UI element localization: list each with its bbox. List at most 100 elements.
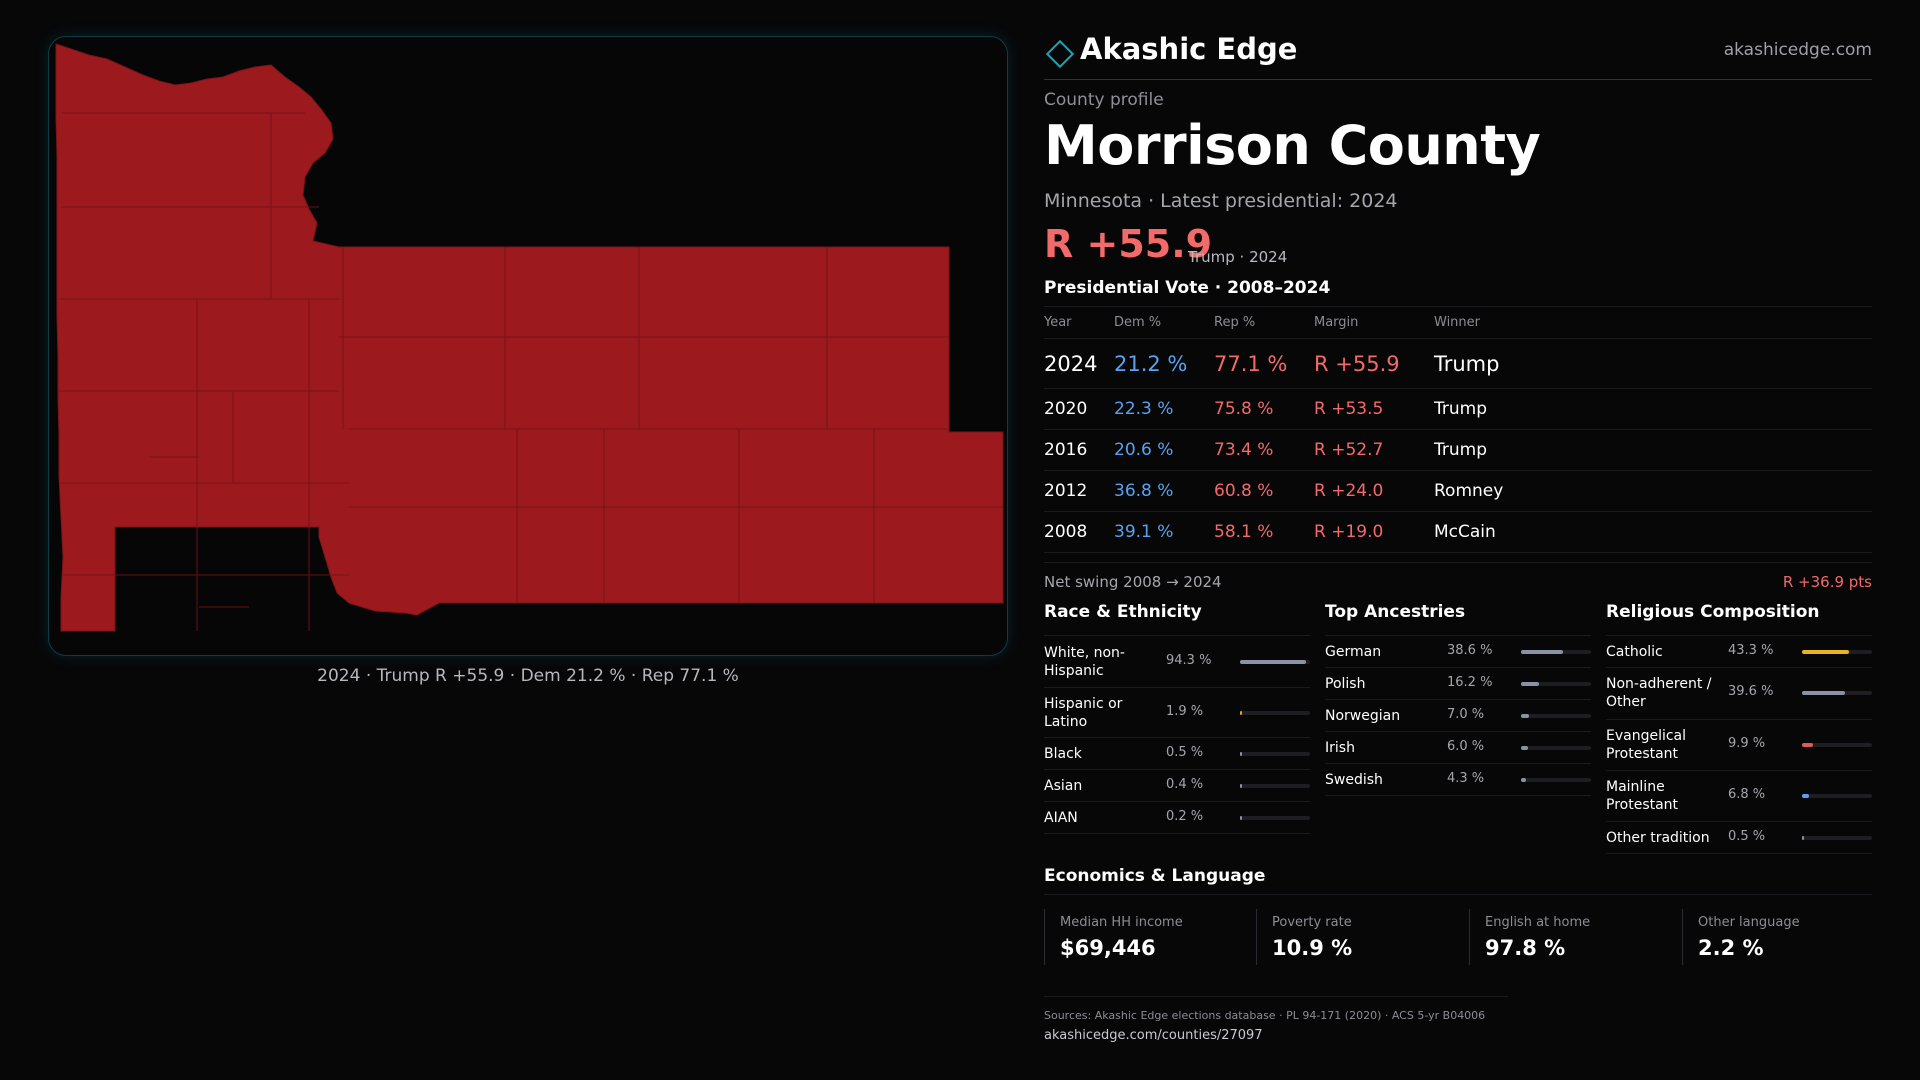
stat-value: 97.8 % [1485,936,1566,960]
table-row: 2020 22.3 % 75.8 % R +53.5 Trump [1044,388,1872,430]
religion-bar [1802,691,1845,695]
table-row: 2008 39.1 % 58.1 % R +19.0 McCain [1044,511,1872,553]
cell-year: 2020 [1044,388,1114,430]
brand-name[interactable]: Akashic Edge [1080,32,1298,66]
stat-card: Other language 2.2 % [1682,909,1878,965]
cell-year: 2012 [1044,470,1114,512]
race-section: Race & Ethnicity White, non-Hispanic 94.… [1044,602,1310,834]
race-label: White, non-Hispanic [1044,645,1125,679]
list-item: Hispanic or Latino 1.9 % [1044,688,1310,738]
ancestry-value: 7.0 % [1447,707,1485,722]
ancestry-bar-track [1521,682,1591,686]
cell-winner: Trump [1434,338,1872,389]
religion-title: Religious Composition [1606,602,1872,636]
township-lines [59,112,1003,631]
stat-card: English at home 97.8 % [1469,909,1665,965]
col-margin: Margin [1314,306,1434,339]
stat-label: Other language [1698,915,1800,930]
sources: Sources: Akashic Edge elections database… [1044,996,1508,1043]
list-item: Norwegian 7.0 % [1325,700,1591,732]
religion-bar [1802,743,1813,747]
race-label: Hispanic or Latino [1044,696,1123,730]
ancestry-value: 4.3 % [1447,771,1485,786]
cell-winner: Romney [1434,470,1872,512]
cell-winner: McCain [1434,511,1872,553]
list-item: Catholic 43.3 % [1606,636,1872,668]
cell-margin: R +52.7 [1314,429,1434,471]
headline-margin-note: Trump · 2024 [1188,248,1288,266]
col-winner: Winner [1434,306,1872,339]
cell-margin: R +55.9 [1314,338,1434,389]
ancestry-bar-track [1521,746,1591,750]
ancestry-label: Norwegian [1325,708,1401,724]
stat-card: Poverty rate 10.9 % [1256,909,1452,965]
stat-value: 10.9 % [1272,936,1353,960]
vote-section-title: Presidential Vote · 2008–2024 [1044,278,1331,298]
net-swing-value: R +36.9 pts [1782,573,1872,591]
race-bar [1240,660,1306,664]
race-value: 0.4 % [1166,777,1204,792]
race-value: 0.2 % [1166,809,1204,824]
list-item: AIAN 0.2 % [1044,802,1310,834]
religion-bar-track [1802,650,1872,654]
cell-dem: 22.3 % [1114,388,1214,430]
religion-value: 39.6 % [1728,684,1774,699]
race-label: Asian [1044,778,1083,794]
race-title: Race & Ethnicity [1044,602,1310,636]
col-dem: Dem % [1114,306,1214,339]
stat-label: Poverty rate [1272,915,1352,930]
cell-year: 2008 [1044,511,1114,553]
race-bar [1240,752,1242,756]
race-bar-track [1240,711,1310,715]
religion-bar [1802,836,1804,840]
list-item: Irish 6.0 % [1325,732,1591,764]
economics-section: Median HH income $69,446 Poverty rate 10… [1044,894,1872,994]
stat-value: $69,446 [1060,936,1156,960]
county-subtitle: Minnesota · Latest presidential: 2024 [1044,190,1398,212]
cell-year: 2016 [1044,429,1114,471]
vote-table: Year Dem % Rep % Margin Winner 2024 21.2… [1044,306,1872,553]
stat-label: English at home [1485,915,1591,930]
county-map-svg [55,43,1004,632]
religion-value: 0.5 % [1728,829,1766,844]
table-row: 2024 21.2 % 77.1 % R +55.9 Trump [1044,338,1872,389]
cell-rep: 58.1 % [1214,511,1314,553]
sources-text: Sources: Akashic Edge elections database… [1044,1009,1486,1022]
list-item: Mainline Protestant 6.8 % [1606,771,1872,822]
race-bar-track [1240,752,1310,756]
eyebrow-label: County profile [1044,90,1164,110]
list-item: Swedish 4.3 % [1325,764,1591,796]
ancestry-bar [1521,682,1539,686]
ancestry-bar [1521,746,1528,750]
stat-label: Median HH income [1060,915,1183,930]
site-link[interactable]: akashicedge.com [1723,40,1872,60]
ancestry-label: German [1325,644,1382,660]
col-year: Year [1044,306,1114,339]
ancestry-bar-track [1521,778,1591,782]
cell-margin: R +53.5 [1314,388,1434,430]
ancestry-label: Swedish [1325,772,1383,788]
county-url-link[interactable]: akashicedge.com/counties/27097 [1044,1028,1263,1043]
religion-bar-track [1802,836,1872,840]
religion-bar [1802,650,1849,654]
religion-bar-track [1802,743,1872,747]
headline-margin: R +55.9 [1044,222,1213,266]
race-bar [1240,816,1242,820]
ancestry-bar [1521,714,1529,718]
race-bar-track [1240,816,1310,820]
race-label: AIAN [1044,810,1078,826]
net-swing: Net swing 2008 → 2024 R +36.9 pts [1044,562,1872,591]
header: Akashic Edge akashicedge.com [1044,30,1872,80]
race-value: 94.3 % [1166,653,1212,668]
list-item: Polish 16.2 % [1325,668,1591,700]
religion-label: Mainline Protestant [1606,779,1679,813]
cell-margin: R +19.0 [1314,511,1434,553]
religion-value: 9.9 % [1728,736,1766,751]
list-item: Other tradition 0.5 % [1606,822,1872,854]
race-value: 0.5 % [1166,745,1204,760]
stat-value: 2.2 % [1698,936,1764,960]
cell-margin: R +24.0 [1314,470,1434,512]
race-bar [1240,711,1242,715]
cell-rep: 75.8 % [1214,388,1314,430]
county-map[interactable] [48,36,1008,656]
